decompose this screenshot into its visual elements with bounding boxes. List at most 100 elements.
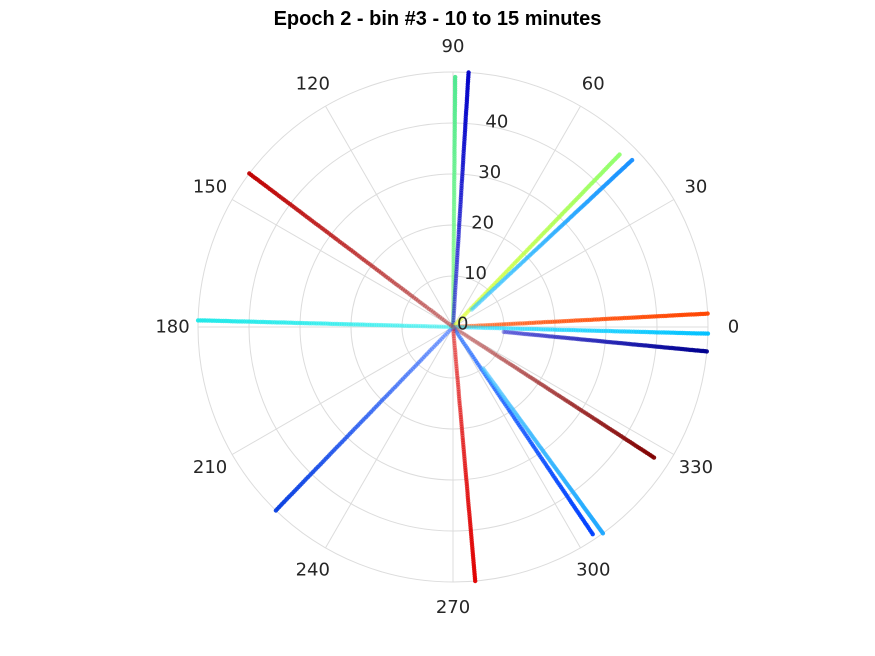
grid-spoke [325, 105, 454, 328]
grid-spoke [231, 199, 454, 328]
data-point [455, 332, 461, 337]
data-point [450, 324, 456, 330]
data-point [447, 328, 452, 333]
series-9 [480, 366, 606, 536]
data-point [449, 326, 454, 331]
data-point [451, 313, 456, 318]
data-point [446, 324, 451, 330]
data-point [453, 321, 459, 327]
data-point [458, 317, 463, 322]
data-point [469, 325, 474, 330]
r-tick-label: 30 [478, 162, 501, 183]
data-point [457, 325, 463, 330]
data-point [481, 367, 487, 372]
data-point [445, 320, 450, 325]
data-point [450, 308, 456, 314]
data-point [463, 333, 468, 338]
data-point [455, 320, 460, 325]
data-point [443, 324, 449, 329]
r-tick-label: 40 [485, 111, 508, 132]
r-tick-label: 0 [457, 314, 468, 335]
data-point [450, 324, 456, 330]
data-point [507, 330, 512, 335]
data-point [451, 310, 457, 316]
data-point [446, 329, 451, 335]
data-point [484, 370, 489, 375]
data-point [462, 312, 468, 317]
data-point [457, 334, 462, 339]
data-point [450, 324, 456, 330]
data-point [455, 324, 460, 329]
data-point [464, 325, 470, 330]
data-point [514, 330, 519, 336]
r-tick-label: 20 [471, 212, 494, 233]
data-point [488, 376, 493, 381]
data-point [516, 331, 521, 336]
data-point [459, 330, 465, 336]
data-point [481, 296, 486, 301]
data-point [590, 532, 595, 537]
data-point [458, 336, 463, 341]
data-point [460, 339, 466, 345]
grid-spoke [452, 199, 675, 328]
grid-spoke [452, 105, 581, 328]
data-point [434, 324, 439, 329]
tick-labels: 0 30 60 90 120 150 180 210 240 270 300 330 0 10 20 30 40 [155, 36, 739, 618]
data-point [617, 152, 622, 157]
series-8 [450, 324, 595, 537]
data-point [436, 324, 442, 329]
theta-tick-label: 150 [193, 176, 227, 197]
theta-tick-label: 120 [296, 74, 330, 95]
series-7 [450, 324, 657, 460]
data-point [458, 329, 463, 334]
data-point [455, 324, 460, 330]
data-point [451, 317, 456, 323]
data-point [453, 324, 458, 330]
data-point [452, 341, 457, 346]
data-point [460, 325, 465, 330]
data-point [448, 324, 453, 330]
data-point [247, 171, 252, 176]
data-point [453, 324, 458, 330]
data-point [439, 336, 444, 341]
data-point [505, 330, 510, 335]
chart-title: Epoch 2 - bin #3 - 10 to 15 minutes [273, 8, 602, 30]
data-point [437, 338, 443, 343]
data-point [437, 315, 443, 320]
data-point [441, 317, 446, 323]
data-point [451, 329, 456, 334]
data-point [510, 330, 516, 335]
data-point [470, 306, 476, 311]
data-point [451, 315, 456, 320]
data-point [486, 373, 491, 378]
data-point [451, 331, 456, 337]
data-point [452, 326, 457, 331]
data-point [453, 328, 458, 333]
data-point [451, 336, 457, 341]
data-point [450, 311, 456, 316]
data-point [450, 324, 456, 330]
data-point [452, 338, 457, 344]
data-point [469, 323, 474, 329]
data-point [453, 74, 458, 80]
data-point [501, 329, 506, 335]
data-point [485, 372, 490, 377]
series-4 [450, 311, 710, 330]
data-point [704, 349, 709, 354]
data-point [450, 322, 456, 327]
theta-tick-label: 30 [684, 176, 707, 197]
r-tick-label: 10 [464, 263, 487, 284]
data-point [450, 315, 456, 321]
data-point [273, 508, 279, 513]
data-point [441, 334, 446, 340]
series-1 [450, 70, 471, 330]
data-point [450, 313, 456, 318]
data-point [447, 322, 452, 327]
data-point [475, 302, 480, 307]
data-point [451, 334, 456, 339]
data-point [480, 366, 486, 371]
theta-tick-label: 270 [436, 597, 470, 618]
data-point [487, 375, 492, 380]
data-point [444, 331, 449, 336]
